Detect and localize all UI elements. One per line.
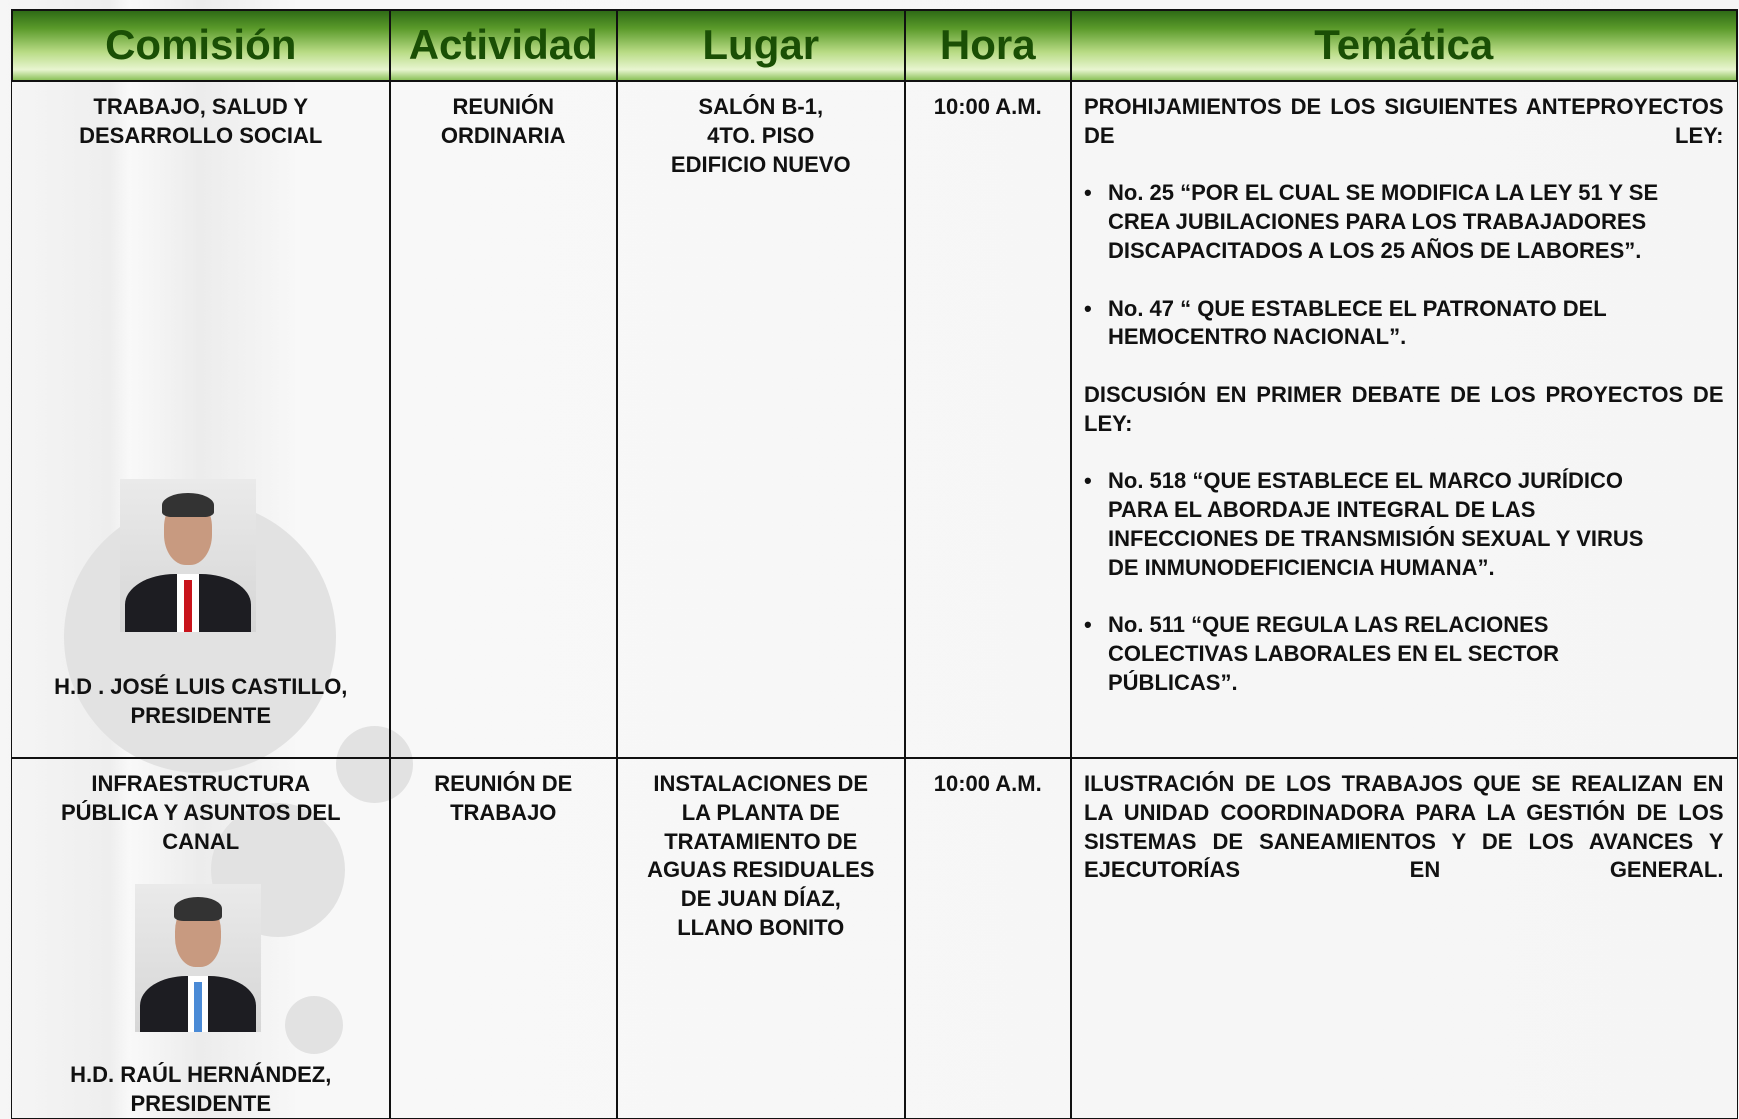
portrait-part bbox=[183, 579, 193, 632]
place-cell: SALÓN B-1, 4TO. PISO EDIFICIO NUEVO bbox=[616, 80, 906, 759]
time: 10:00 A.M. bbox=[933, 771, 1042, 796]
activity-cell: REUNIÓN ORDINARIA bbox=[389, 80, 618, 759]
comision-line: DESARROLLO SOCIAL bbox=[79, 122, 323, 148]
actividad-line: REUNIÓN bbox=[452, 94, 554, 119]
topic-list: No. 47 “ QUE ESTABLECE EL PATRONATO DEL … bbox=[1084, 295, 1674, 353]
portrait bbox=[135, 884, 261, 1032]
lugar-line: INSTALACIONES DE bbox=[653, 771, 869, 796]
topic-item: No. 518 “QUE ESTABLECE EL MARCO JURÍDICO… bbox=[1084, 467, 1674, 582]
presidente-line: H.D . JOSÉ LUIS CASTILLO, bbox=[54, 674, 348, 699]
lugar-line: 4TO. PISO bbox=[707, 122, 815, 148]
column-header: Comisión bbox=[11, 9, 391, 82]
actividad-line: REUNIÓN DE bbox=[434, 771, 573, 796]
actividad-line: ORDINARIA bbox=[440, 122, 566, 148]
president-name: H.D. RAÚL HERNÁNDEZ, PRESIDENTE bbox=[12, 1061, 390, 1119]
topic-paragraph: PROHIJAMIENTOS DE LOS SIGUIENTES ANTEPRO… bbox=[1084, 94, 1724, 148]
comision-line: TRABAJO, SALUD Y bbox=[93, 94, 309, 119]
topic-list: No. 511 “QUE REGULA LAS RELACIONES COLEC… bbox=[1084, 611, 1674, 697]
topic-list: No. 518 “QUE ESTABLECE EL MARCO JURÍDICO… bbox=[1084, 467, 1674, 582]
president-name: H.D . JOSÉ LUIS CASTILLO, PRESIDENTE bbox=[12, 673, 390, 731]
commission-cell: INFRAESTRUCTURA PÚBLICA Y ASUNTOS DEL CANA… bbox=[11, 757, 391, 1119]
column-header: Lugar bbox=[616, 9, 906, 82]
time: 10:00 A.M. bbox=[933, 94, 1042, 119]
comision-line: INFRAESTRUCTURA bbox=[91, 771, 311, 796]
actividad-line: TRABAJO bbox=[450, 799, 557, 825]
column-header: Hora bbox=[904, 9, 1072, 82]
presidente-line: H.D. RAÚL HERNÁNDEZ, bbox=[70, 1062, 332, 1087]
time-cell: 10:00 A.M. bbox=[904, 757, 1072, 1119]
lugar-line: LA PLANTA DE bbox=[681, 799, 840, 825]
column-header: Actividad bbox=[389, 9, 618, 82]
topic-cell: PROHIJAMIENTOS DE LOS SIGUIENTES ANTEPRO… bbox=[1070, 80, 1738, 759]
column-header: Temática bbox=[1070, 9, 1738, 82]
comision-line: CANAL bbox=[162, 828, 240, 854]
lugar-line: EDIFICIO NUEVO bbox=[670, 151, 851, 177]
activity-cell: REUNIÓN DE TRABAJO bbox=[389, 757, 618, 1119]
topic-list: No. 25 “POR EL CUAL SE MODIFICA LA LEY 5… bbox=[1084, 179, 1674, 265]
lugar-line: AGUAS RESIDUALES bbox=[647, 857, 875, 883]
portrait-part bbox=[162, 492, 214, 518]
topic-paragraph: DISCUSIÓN EN PRIMER DEBATE DE LOS PROYEC… bbox=[1084, 381, 1724, 436]
place-cell: INSTALACIONES DE LA PLANTA DE TRATAMIENTO … bbox=[616, 757, 906, 1119]
lugar-line: DE JUAN DÍAZ, bbox=[680, 886, 841, 912]
presidente-line: PRESIDENTE bbox=[130, 1090, 272, 1116]
topic-cell: ILUSTRACIÓN DE LOS TRABAJOS QUE SE REALI… bbox=[1070, 757, 1738, 1119]
lugar-line: SALÓN B-1, bbox=[698, 94, 824, 119]
commission-cell: TRABAJO, SALUD Y DESARROLLO SOCIAL H.D . J… bbox=[11, 80, 391, 759]
presidente-line: PRESIDENTE bbox=[130, 702, 272, 728]
portrait-part bbox=[174, 897, 222, 921]
time-cell: 10:00 A.M. bbox=[904, 80, 1072, 759]
topic-item: No. 25 “POR EL CUAL SE MODIFICA LA LEY 5… bbox=[1084, 179, 1674, 265]
lugar-line: TRATAMIENTO DE bbox=[664, 828, 858, 854]
decoration bbox=[336, 726, 413, 803]
decoration bbox=[285, 996, 343, 1054]
lugar-line: LLANO BONITO bbox=[677, 914, 845, 940]
portrait-part bbox=[194, 981, 202, 1032]
topic-paragraph: ILUSTRACIÓN DE LOS TRABAJOS QUE SE REALI… bbox=[1084, 771, 1724, 883]
comision-line: PÚBLICA Y ASUNTOS DEL bbox=[60, 799, 341, 825]
portrait bbox=[120, 479, 256, 632]
topic-item: No. 511 “QUE REGULA LAS RELACIONES COLEC… bbox=[1084, 611, 1674, 697]
topic-item: No. 47 “ QUE ESTABLECE EL PATRONATO DEL … bbox=[1084, 295, 1674, 353]
